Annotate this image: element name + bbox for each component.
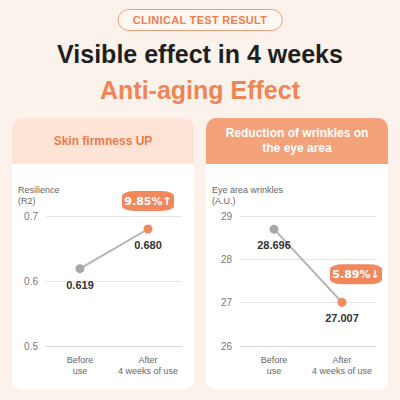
svg-text:4 weeks of use: 4 weeks of use [118, 366, 178, 376]
svg-text:Before: Before [261, 355, 288, 365]
html-text:Skin firmness UP: Skin firmness UP [53, 133, 153, 148]
svg-text:27.007: 27.007 [325, 312, 359, 324]
svg-text:Eye area wrinkles: Eye area wrinkles [212, 185, 284, 195]
html-text:CLINICAL TEST RESULT: CLINICAL TEST RESULT [132, 14, 268, 26]
html-text:Visible effect in 4 weeks: Visible effect in 4 weeks [57, 40, 343, 68]
svg-text:5.89%↓: 5.89%↓ [332, 268, 379, 281]
svg-text:Before: Before [67, 355, 94, 365]
svg-text:28.696: 28.696 [257, 239, 291, 251]
svg-text:0.6: 0.6 [24, 276, 38, 287]
svg-text:4 weeks of use: 4 weeks of use [312, 366, 372, 376]
svg-text:After: After [138, 355, 157, 365]
svg-text:0.619: 0.619 [66, 279, 94, 291]
svg-text:26: 26 [221, 341, 233, 352]
svg-text:Resilience: Resilience [18, 185, 60, 195]
svg-text:0.7: 0.7 [24, 211, 38, 222]
svg-text:0.680: 0.680 [134, 239, 162, 251]
svg-text:After: After [332, 355, 351, 365]
svg-text:0.5: 0.5 [24, 341, 38, 352]
html-text:Anti-aging Effect: Anti-aging Effect [100, 76, 300, 104]
svg-text:(R2): (R2) [18, 196, 36, 206]
svg-text:(A.U.): (A.U.) [212, 196, 236, 206]
svg-text:29: 29 [221, 211, 233, 222]
svg-text:28: 28 [221, 254, 233, 265]
svg-text:use: use [73, 366, 88, 376]
svg-text:27: 27 [221, 297, 233, 308]
svg-text:use: use [267, 366, 282, 376]
html-text:Reduction of wrinkles on the e: Reduction of wrinkles on the eye area [225, 126, 369, 155]
svg-text:9.85%↑: 9.85%↑ [124, 195, 171, 208]
